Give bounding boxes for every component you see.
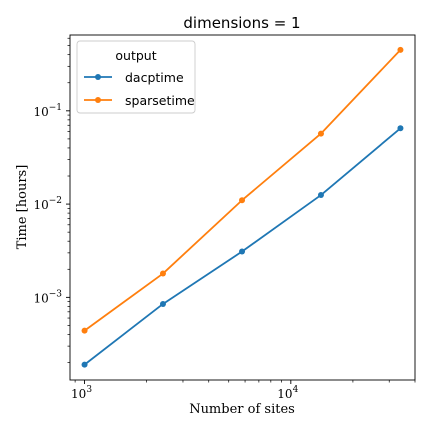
legend-box [76,40,196,114]
data-point [239,197,246,204]
data-point [81,361,88,368]
legend: output dacptime sparsetime [76,40,196,114]
plot-area: 103 104 10−3 10−2 10−1 [33,37,416,401]
data-point [159,300,166,307]
legend-label: sparsetime [125,93,195,108]
data-point [397,125,404,132]
chart-title: dimensions = 1 [183,14,300,32]
legend-item-dacptime: dacptime [84,70,184,85]
y-tick-label: 10−2 [33,196,62,212]
data-point [397,46,404,53]
y-tick-label: 10−3 [33,289,62,305]
x-axis-label: Number of sites [189,402,295,417]
data-point [317,192,324,199]
legend-title: output [115,48,156,63]
legend-label: dacptime [125,70,184,85]
series-dacptime [81,125,404,368]
data-point [317,130,324,137]
y-tick-label: 10−1 [33,103,62,119]
plot-frame [69,34,416,381]
data-point [239,248,246,255]
series-sparsetime [81,46,404,334]
y-axis-label: Time [hours] [15,165,30,250]
legend-marker [95,97,101,103]
x-tick-label: 104 [277,385,298,401]
legend-item-sparsetime: sparsetime [84,93,195,108]
data-point [81,327,88,334]
x-tick-label: 103 [71,385,92,401]
series-line [84,127,402,366]
data-point [159,270,166,277]
legend-marker [95,74,101,80]
